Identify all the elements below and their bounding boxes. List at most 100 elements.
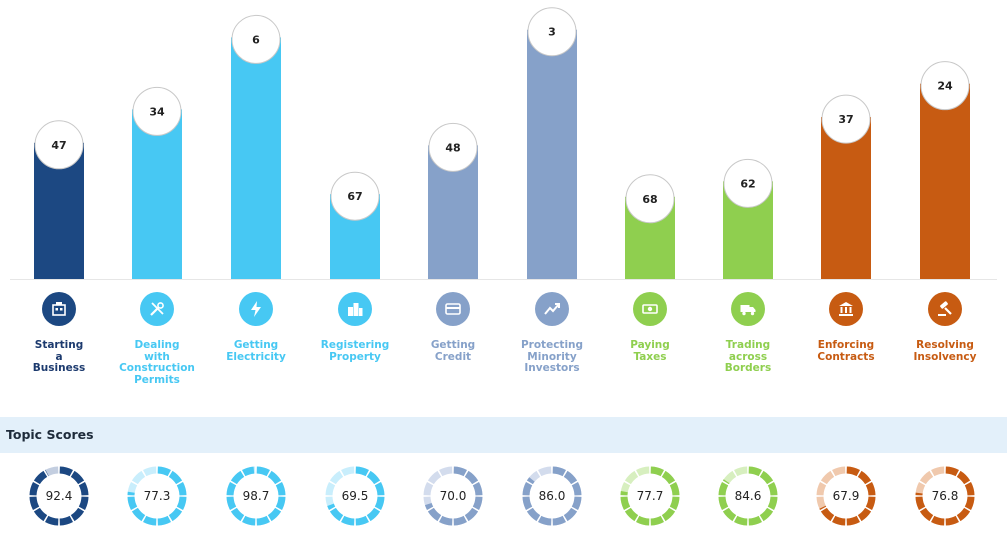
trend-up-icon xyxy=(535,292,569,326)
credit-card-icon xyxy=(436,292,470,326)
bar-value-label: 34 xyxy=(149,105,165,118)
donut-fill xyxy=(230,507,245,522)
bar-value-label: 24 xyxy=(937,80,953,93)
donut-fill xyxy=(464,507,479,522)
donut-fill xyxy=(472,496,483,510)
topic-score-donut: 69.5 xyxy=(323,464,387,528)
donut-fill xyxy=(275,482,286,496)
donut-fill xyxy=(256,466,270,477)
donut-fill xyxy=(718,482,729,496)
topic-score-donut: 77.7 xyxy=(618,464,682,528)
donut-fill xyxy=(526,477,535,485)
donut-fill xyxy=(168,470,183,485)
donut-track xyxy=(329,470,344,485)
donut-track xyxy=(919,470,934,485)
donut-fill xyxy=(865,482,876,496)
bar-value-label: 67 xyxy=(347,190,362,203)
bar-value-badge xyxy=(625,174,675,224)
donut-fill xyxy=(157,515,171,526)
donut-fill xyxy=(29,496,40,510)
donut-fill xyxy=(857,507,872,522)
donut-track xyxy=(931,466,945,477)
donut-fill xyxy=(538,515,552,526)
category: Paying Taxes xyxy=(605,292,695,363)
donut-fill xyxy=(669,496,680,510)
donut-fill xyxy=(472,482,483,496)
bar-value-badge xyxy=(428,122,478,172)
donut-fill xyxy=(29,482,40,496)
donut-fill xyxy=(956,507,971,522)
donut-fill xyxy=(650,466,664,477)
donut-track xyxy=(427,470,442,485)
donut-fill xyxy=(767,482,778,496)
category: Getting Electricity xyxy=(211,292,301,363)
bar-group: 48 xyxy=(428,122,478,279)
bar-value-label: 62 xyxy=(740,177,755,190)
bar-value-badge xyxy=(821,94,871,144)
donut-fill xyxy=(919,507,934,522)
donut-fill xyxy=(242,466,255,477)
donut-track xyxy=(538,466,552,477)
donut-fill xyxy=(355,466,369,477)
donut-fill xyxy=(131,507,146,522)
donut-fill xyxy=(157,466,171,477)
category: Starting a Business xyxy=(14,292,104,375)
donut-fill xyxy=(819,505,827,510)
donut-fill xyxy=(661,507,676,522)
donut-fill xyxy=(424,502,434,510)
donut-track xyxy=(636,466,650,477)
bar-value-badge xyxy=(330,171,380,221)
money-icon xyxy=(633,292,667,326)
donut-fill xyxy=(464,470,479,485)
donut-fill xyxy=(832,515,846,526)
truck-icon xyxy=(731,292,765,326)
donut-fill xyxy=(242,515,256,526)
donut-fill xyxy=(734,515,748,526)
donut-fill xyxy=(78,496,89,510)
bar xyxy=(527,29,577,280)
category-label: Paying Taxes xyxy=(630,339,670,363)
bar-value-label: 37 xyxy=(838,113,853,126)
bar-value-badge xyxy=(527,7,577,57)
donut-fill xyxy=(945,515,959,526)
donut-fill xyxy=(722,507,737,522)
donut-fill xyxy=(427,507,442,522)
bar-group: 24 xyxy=(920,61,970,280)
category: Enforcing Contracts xyxy=(801,292,891,363)
topic-score-value: 77.7 xyxy=(636,489,664,503)
donut-fill xyxy=(256,515,270,526)
topic-scores-header: Topic Scores xyxy=(0,417,1007,453)
topic-scores-title: Topic Scores xyxy=(6,427,94,442)
bar-group: 3 xyxy=(527,7,577,280)
bar-group: 6 xyxy=(231,14,281,279)
donut-track xyxy=(143,466,157,477)
donut-fill xyxy=(59,466,73,477)
bar xyxy=(231,37,281,279)
donut-fill xyxy=(230,470,245,485)
donut-fill xyxy=(931,515,945,526)
bar-value-badge xyxy=(231,14,281,64)
donut-fill xyxy=(226,496,237,510)
donut-fill xyxy=(70,470,85,485)
bar-chart: 47 34 6 67 48 3 68 62 37 24 xyxy=(10,7,997,280)
bar-group: 62 xyxy=(723,158,773,279)
topic-score-value: 69.5 xyxy=(341,489,369,503)
donut-fill xyxy=(571,496,582,510)
bar xyxy=(132,109,182,279)
bar-group: 37 xyxy=(821,94,871,279)
donut-track xyxy=(341,466,355,477)
donut-fill xyxy=(624,507,639,522)
topic-score-donut: 77.3 xyxy=(125,464,189,528)
donut-fill xyxy=(341,515,355,526)
donut-track xyxy=(820,470,835,485)
donut-fill xyxy=(620,496,631,510)
donut-fill xyxy=(759,470,774,485)
category-label: Resolving Insolvency xyxy=(913,339,977,363)
donut-fill xyxy=(857,470,872,485)
bar-value-badge xyxy=(723,158,773,208)
donut-fill xyxy=(366,507,381,522)
donut-fill xyxy=(45,515,59,526)
bar xyxy=(920,83,970,280)
donut-fill xyxy=(355,515,369,526)
category-label: Protecting Minority Investors xyxy=(520,339,584,374)
